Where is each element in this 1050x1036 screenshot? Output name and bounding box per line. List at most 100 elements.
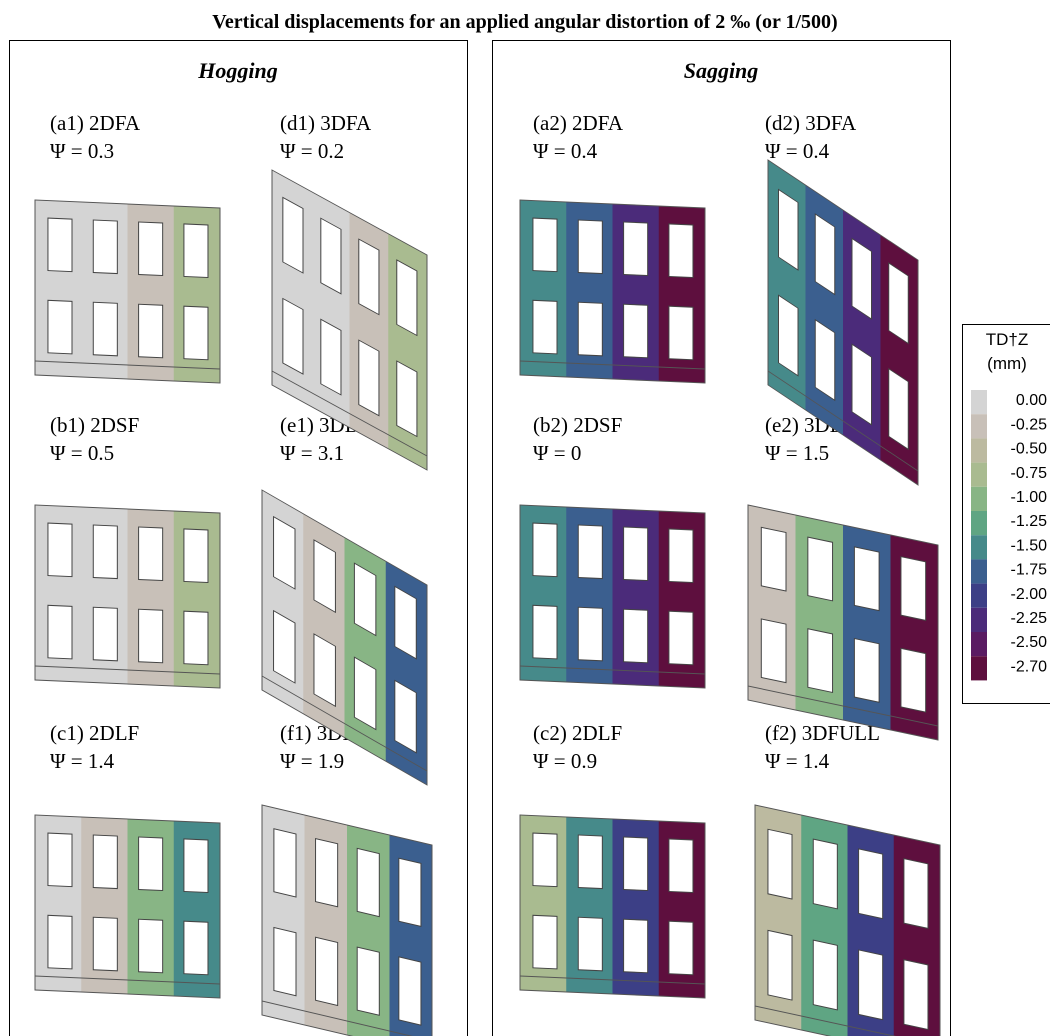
legend-label: -1.00 <box>1011 489 1048 506</box>
window <box>767 828 793 900</box>
window <box>668 305 694 361</box>
wall-model <box>767 159 919 486</box>
window <box>398 956 422 1026</box>
legend-swatch <box>971 535 987 560</box>
legend-title: TD†Z <box>986 330 1029 349</box>
wall-base <box>755 1005 940 1036</box>
psi-value: Ψ = 0.3 <box>50 139 114 163</box>
window <box>138 526 164 582</box>
window <box>851 237 872 320</box>
window <box>903 858 929 930</box>
window <box>47 832 73 888</box>
wall-outline <box>519 504 706 689</box>
legend-label: -2.25 <box>1011 610 1048 627</box>
window <box>183 920 209 976</box>
window <box>47 299 73 355</box>
wall-model <box>519 504 706 689</box>
psi-value: Ψ = 1.5 <box>765 441 829 465</box>
legend-label: -1.25 <box>1011 513 1048 530</box>
window <box>778 188 799 271</box>
wall-base <box>748 685 938 727</box>
window <box>668 610 694 666</box>
case-label: (f2) 3DFULL <box>765 721 880 745</box>
window <box>532 522 558 578</box>
panel-heading: Sagging <box>684 58 759 83</box>
window <box>668 838 694 894</box>
window <box>623 221 649 277</box>
wall-base <box>520 975 705 985</box>
wall-model <box>519 814 706 999</box>
psi-value: Ψ = 0.2 <box>280 139 344 163</box>
window <box>532 914 558 970</box>
wall-outline <box>34 504 221 689</box>
wall-outline <box>34 199 221 384</box>
window <box>273 609 296 684</box>
window <box>320 318 342 396</box>
window <box>138 221 164 277</box>
legend-swatch <box>971 511 987 536</box>
legend-label: -1.75 <box>1011 562 1048 579</box>
window <box>396 360 418 438</box>
window <box>814 213 836 296</box>
legend-swatch <box>971 414 987 439</box>
window <box>273 515 296 590</box>
psi-value: Ψ = 1.4 <box>50 749 115 773</box>
window <box>812 838 838 910</box>
case-label: (b2) 2DSF <box>533 413 622 437</box>
window <box>398 857 422 928</box>
wall-base <box>262 1000 432 1036</box>
window <box>888 367 909 451</box>
legend-swatch <box>971 607 987 632</box>
window <box>183 610 209 666</box>
wall-model <box>519 199 706 384</box>
legend-label: -2.70 <box>1011 658 1048 675</box>
window <box>577 524 603 580</box>
window <box>577 606 603 662</box>
legend-unit: (mm) <box>987 354 1027 373</box>
case-label: (c2) 2DLF <box>533 721 622 745</box>
legend-label: -2.00 <box>1011 586 1048 603</box>
psi-value: Ψ = 0 <box>533 441 581 465</box>
case-label: (c1) 2DLF <box>50 721 139 745</box>
wall-model <box>261 804 433 1036</box>
panel-heading: Hogging <box>197 58 277 83</box>
legend-swatch <box>971 632 987 657</box>
legend-swatch <box>971 438 987 463</box>
window <box>623 918 649 974</box>
window <box>532 604 558 660</box>
window <box>532 299 558 355</box>
wall-model <box>261 489 428 786</box>
window <box>273 926 297 997</box>
legend-swatch <box>971 462 987 487</box>
psi-value: Ψ = 0.5 <box>50 441 114 465</box>
window <box>394 679 417 754</box>
window <box>760 618 787 684</box>
window <box>183 305 209 361</box>
window <box>282 196 304 274</box>
window <box>47 217 73 273</box>
wall-outline <box>747 504 939 741</box>
window <box>138 303 164 359</box>
legend-swatch <box>971 656 987 681</box>
window <box>853 637 880 703</box>
wall-base <box>768 370 918 472</box>
window <box>92 301 118 357</box>
window <box>900 647 927 713</box>
wall-base <box>35 975 220 985</box>
window <box>532 217 558 273</box>
case-label: (d1) 3DFA <box>280 111 372 135</box>
window <box>577 916 603 972</box>
window <box>623 303 649 359</box>
legend-swatch <box>971 486 987 511</box>
wall-outline <box>754 804 941 1036</box>
window <box>577 834 603 890</box>
window <box>394 585 417 660</box>
wall-outline <box>767 159 919 486</box>
wall-model <box>271 169 428 471</box>
window <box>668 528 694 584</box>
window <box>313 539 336 614</box>
case-label: (a1) 2DFA <box>50 111 141 135</box>
window <box>138 836 164 892</box>
wall-outline <box>34 814 221 999</box>
wall-base <box>520 665 705 675</box>
